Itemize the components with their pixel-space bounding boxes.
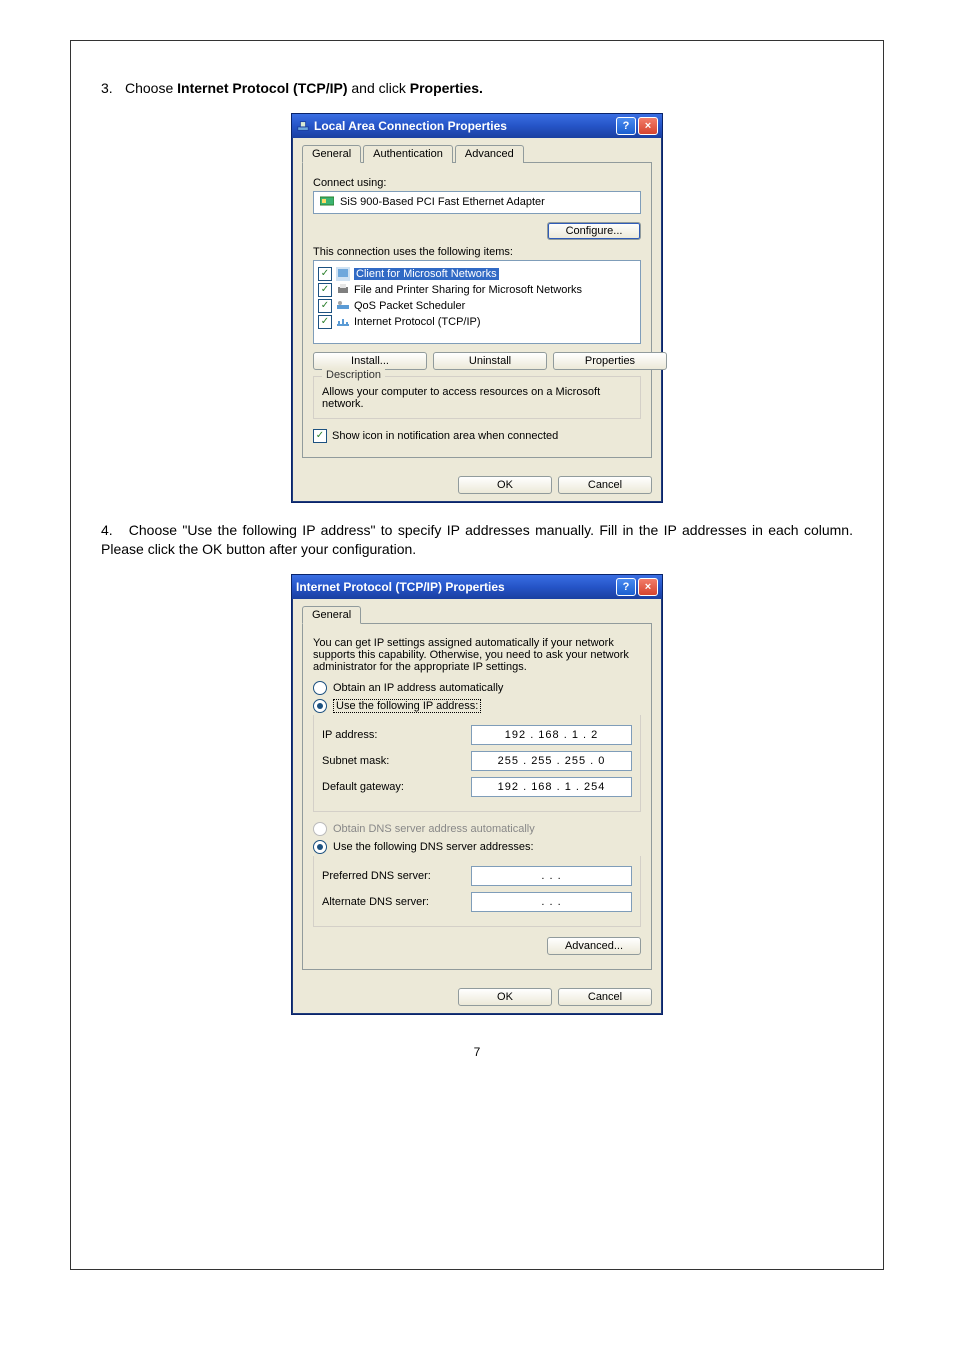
default-gateway-input[interactable]: 192 . 168 . 1 . 254 xyxy=(471,777,632,797)
install-button[interactable]: Install... xyxy=(313,352,427,370)
ip-address-label: IP address: xyxy=(322,729,471,741)
use-following-label: Use the following IP address: xyxy=(333,699,481,713)
obtain-auto-label: Obtain an IP address automatically xyxy=(333,682,503,694)
lac-title-icon xyxy=(296,119,310,133)
preferred-dns-label: Preferred DNS server: xyxy=(322,870,471,882)
qos-icon xyxy=(336,299,350,313)
adapter-field: SiS 900-Based PCI Fast Ethernet Adapter xyxy=(313,191,641,214)
close-button[interactable]: × xyxy=(638,117,658,135)
tcpip-title: Internet Protocol (TCP/IP) Properties xyxy=(296,580,616,594)
dns-auto-label: Obtain DNS server address automatically xyxy=(333,823,535,835)
cancel-button[interactable]: Cancel xyxy=(558,988,652,1006)
list-item[interactable]: Internet Protocol (TCP/IP) xyxy=(318,315,636,329)
preferred-dns-input[interactable]: . . . xyxy=(471,866,632,886)
radio-icon xyxy=(313,699,327,713)
configure-button[interactable]: Configure... xyxy=(547,222,641,240)
client-icon xyxy=(336,267,350,281)
printer-icon xyxy=(336,283,350,297)
item-qos: QoS Packet Scheduler xyxy=(354,300,465,312)
radio-icon xyxy=(313,822,327,836)
alternate-dns-label: Alternate DNS server: xyxy=(322,896,471,908)
ip-address-input[interactable]: 192 . 168 . 1 . 2 xyxy=(471,725,632,745)
subnet-mask-label: Subnet mask: xyxy=(322,755,471,767)
page-number: 7 xyxy=(101,1045,853,1059)
connect-using-label: Connect using: xyxy=(313,177,641,189)
advanced-button[interactable]: Advanced... xyxy=(547,937,641,955)
alternate-dns-input[interactable]: . . . xyxy=(471,892,632,912)
list-item[interactable]: QoS Packet Scheduler xyxy=(318,299,636,313)
radio-icon xyxy=(313,681,327,695)
checkbox-icon[interactable] xyxy=(318,283,332,297)
tcpip-icon xyxy=(336,315,350,329)
adapter-icon xyxy=(320,195,334,210)
ok-button[interactable]: OK xyxy=(458,476,552,494)
tcpip-blurb: You can get IP settings assigned automat… xyxy=(313,637,641,673)
lac-titlebar[interactable]: Local Area Connection Properties ? × xyxy=(292,114,662,138)
item-tcp: Internet Protocol (TCP/IP) xyxy=(354,316,481,328)
tab-advanced[interactable]: Advanced xyxy=(455,145,524,163)
uninstall-button[interactable]: Uninstall xyxy=(433,352,547,370)
tab-general[interactable]: General xyxy=(302,606,361,624)
list-item[interactable]: Client for Microsoft Networks xyxy=(318,267,636,281)
help-button[interactable]: ? xyxy=(616,578,636,596)
checkbox-icon[interactable] xyxy=(318,299,332,313)
step-4-text: 4. Choose "Use the following IP address"… xyxy=(101,521,853,560)
item-fps: File and Printer Sharing for Microsoft N… xyxy=(354,284,582,296)
items-listbox[interactable]: Client for Microsoft Networks File and P… xyxy=(313,260,641,344)
radio-dns-auto: Obtain DNS server address automatically xyxy=(313,822,641,836)
checkbox-icon[interactable] xyxy=(318,267,332,281)
radio-dns-use[interactable]: Use the following DNS server addresses: xyxy=(313,840,641,854)
radio-obtain-auto[interactable]: Obtain an IP address automatically xyxy=(313,681,641,695)
tcpip-titlebar[interactable]: Internet Protocol (TCP/IP) Properties ? … xyxy=(292,575,662,599)
radio-icon xyxy=(313,840,327,854)
list-item[interactable]: File and Printer Sharing for Microsoft N… xyxy=(318,283,636,297)
tcpip-window: Internet Protocol (TCP/IP) Properties ? … xyxy=(291,574,663,1015)
conn-uses-label: This connection uses the following items… xyxy=(313,246,641,258)
description-text: Allows your computer to access resources… xyxy=(322,386,632,410)
dns-use-label: Use the following DNS server addresses: xyxy=(333,841,534,853)
help-button[interactable]: ? xyxy=(616,117,636,135)
description-group: Description Allows your computer to acce… xyxy=(313,376,641,419)
tab-authentication[interactable]: Authentication xyxy=(363,145,453,163)
show-icon-label: Show icon in notification area when conn… xyxy=(332,430,558,442)
default-gateway-label: Default gateway: xyxy=(322,781,471,793)
checkbox-icon[interactable] xyxy=(318,315,332,329)
lac-title: Local Area Connection Properties xyxy=(314,119,616,133)
item-client: Client for Microsoft Networks xyxy=(354,268,499,280)
step-3-text: 3.Choose Internet Protocol (TCP/IP) and … xyxy=(101,79,853,99)
tab-general[interactable]: General xyxy=(302,145,361,163)
lac-window: Local Area Connection Properties ? × Gen… xyxy=(291,113,663,503)
radio-use-following[interactable]: Use the following IP address: xyxy=(313,699,641,713)
adapter-name: SiS 900-Based PCI Fast Ethernet Adapter xyxy=(340,196,545,208)
cancel-button[interactable]: Cancel xyxy=(558,476,652,494)
close-button[interactable]: × xyxy=(638,578,658,596)
show-icon-checkbox[interactable] xyxy=(313,429,327,443)
lac-tabs: General Authentication Advanced xyxy=(302,145,652,163)
properties-button[interactable]: Properties xyxy=(553,352,667,370)
ok-button[interactable]: OK xyxy=(458,988,552,1006)
subnet-mask-input[interactable]: 255 . 255 . 255 . 0 xyxy=(471,751,632,771)
description-legend: Description xyxy=(322,369,385,381)
